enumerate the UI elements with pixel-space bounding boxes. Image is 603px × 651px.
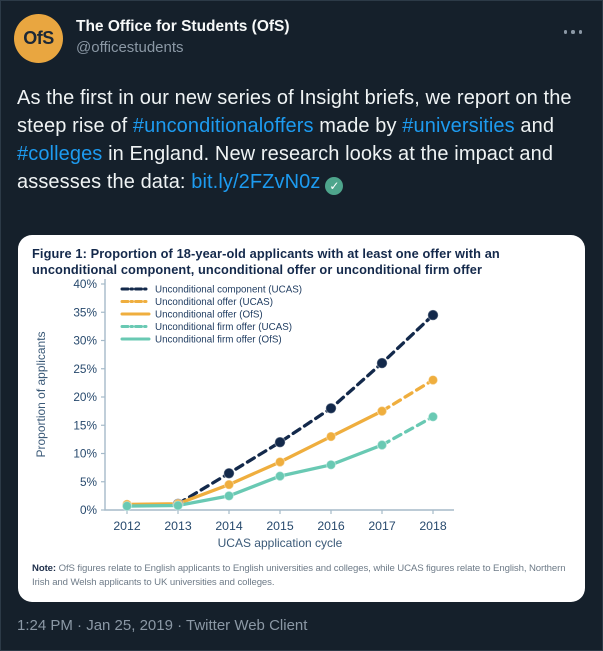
author-handle: @officestudents [76,39,184,56]
svg-text:0%: 0% [80,503,98,517]
svg-text:2018: 2018 [419,519,447,533]
svg-text:5%: 5% [80,475,98,489]
svg-text:2017: 2017 [368,519,396,533]
chart-note-text: OfS figures relate to English applicants… [32,563,566,588]
svg-text:10%: 10% [73,447,97,461]
avatar[interactable]: OfS [14,14,63,63]
tweet-timestamp: 1:24 PM · Jan 25, 2019 · Twitter Web Cli… [17,617,308,634]
author-display-name[interactable]: The Office for Students (OfS) [76,18,290,35]
tweet-text-segment: As the first in our new series of Insigh… [17,87,572,137]
author-block: The Office for Students (OfS) @officestu… [76,14,290,58]
svg-text:2014: 2014 [215,519,243,533]
svg-text:2012: 2012 [113,519,141,533]
svg-text:35%: 35% [73,305,97,319]
svg-text:2015: 2015 [266,519,294,533]
chart-note: Note: OfS figures relate to English appl… [32,562,572,589]
tweet-image-attachment[interactable]: Figure 1: Proportion of 18-year-old appl… [18,235,585,602]
svg-text:Unconditional component (UCAS): Unconditional component (UCAS) [155,285,302,296]
svg-text:30%: 30% [73,334,97,348]
svg-text:Unconditional firm offer (OfS): Unconditional firm offer (OfS) [155,335,282,346]
tweet-text-segment: made by [313,115,403,137]
chart-title: Figure 1: Proportion of 18-year-old appl… [32,246,500,277]
svg-text:2016: 2016 [317,519,345,533]
svg-text:UCAS application cycle: UCAS application cycle [218,536,343,550]
hashtag-colleges[interactable]: #colleges [17,143,103,165]
chart-note-label: Note: [32,563,57,574]
tweet-text: As the first in our new series of Insigh… [17,84,589,196]
svg-text:Unconditional offer (OfS): Unconditional offer (OfS) [155,310,263,321]
tweet-text-segment: and [514,115,555,137]
tweet-link[interactable]: bit.ly/2FZvN0z [191,171,321,193]
svg-text:Unconditional offer (UCAS): Unconditional offer (UCAS) [155,297,273,308]
svg-text:2013: 2013 [164,519,192,533]
svg-text:20%: 20% [73,390,97,404]
hashtag-universities[interactable]: #universities [402,115,515,137]
hashtag-unconditionaloffers[interactable]: #unconditionaloffers [132,115,314,137]
svg-text:Proportion of applicants: Proportion of applicants [34,331,48,457]
check-mark-emoji: ✓ [325,177,344,195]
figure-chart-svg: 0% 5% 10% 15% 20% 25% 30% 35% 40% 2012 2013 2014 201… [34,277,454,550]
svg-text:15%: 15% [73,418,97,432]
svg-text:25%: 25% [73,362,97,376]
tweet-text-segment: in England. New research looks at the im… [17,143,554,193]
avatar-logo-text: OfS [23,28,54,48]
tweet-header: OfS The Office for Students (OfS) @offic… [14,14,586,63]
svg-text:40%: 40% [73,277,97,291]
more-options-icon[interactable] [560,26,587,38]
svg-text:Unconditional firm offer (UCAS: Unconditional firm offer (UCAS) [155,322,292,333]
